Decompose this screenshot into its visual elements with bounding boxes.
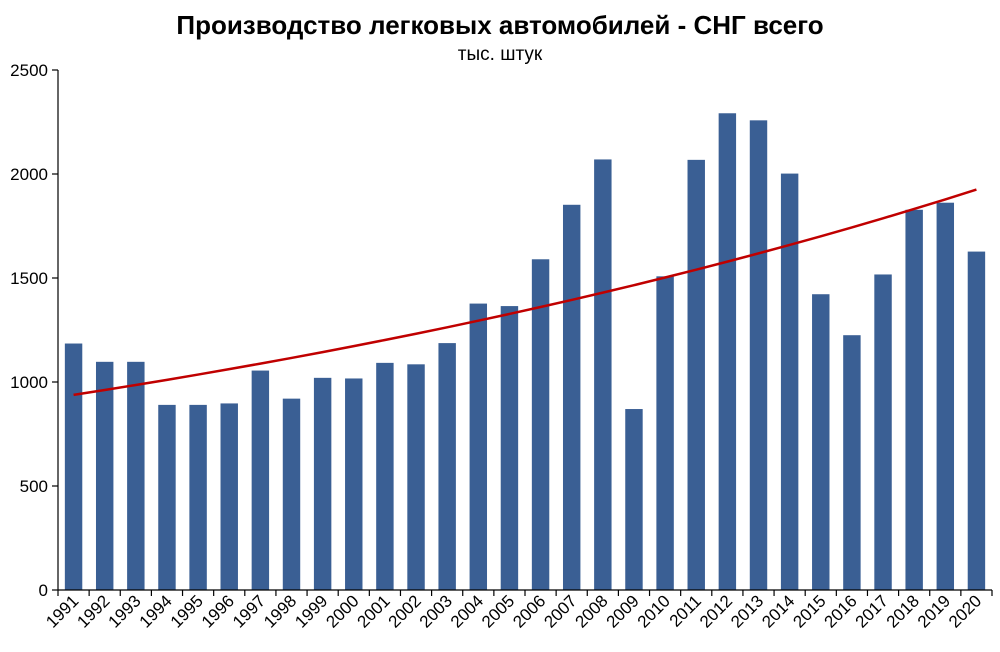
x-tick-label: 1992 (73, 591, 113, 631)
x-tick-label: 2015 (789, 591, 829, 631)
bar-2018 (905, 209, 923, 590)
y-tick-label: 1000 (10, 373, 48, 392)
bar-1997 (251, 370, 270, 590)
x-tick-label: 2001 (354, 591, 394, 631)
x-tick-label: 2010 (634, 591, 674, 631)
x-tick-label: 2020 (945, 591, 985, 631)
bar-2003 (438, 343, 456, 590)
bar-1991 (64, 343, 83, 590)
bar-2007 (562, 204, 581, 590)
x-tick-label: 2019 (914, 591, 954, 631)
x-tick-label: 2017 (852, 591, 892, 631)
bar-2017 (874, 274, 892, 590)
bar-2006 (531, 259, 550, 590)
bar-2015 (812, 294, 830, 590)
x-tick-label: 2016 (821, 591, 861, 631)
bar-2010 (656, 276, 674, 590)
y-tick-label: 2000 (10, 165, 48, 184)
x-tick-label: 2014 (758, 591, 798, 631)
x-tick-label: 2007 (540, 591, 580, 631)
x-tick-label: 2013 (727, 591, 767, 631)
bar-2008 (594, 159, 612, 590)
x-tick-label: 2004 (447, 591, 487, 631)
bar-2000 (345, 378, 363, 590)
y-tick-label: 0 (39, 581, 48, 600)
trendline-group (73, 188, 977, 397)
bar-2013 (749, 120, 768, 590)
bar-2002 (407, 364, 425, 590)
y-tick-labels: 0 500 1000 1500 2000 2500 (10, 61, 48, 600)
x-tick-label: 2008 (571, 591, 611, 631)
bar-1996 (220, 403, 238, 590)
x-tick-label: 2006 (509, 591, 549, 631)
x-tick-label: 1995 (167, 591, 207, 631)
axes-group (52, 69, 993, 596)
x-tick-labels: 1991199219931994199519961997199819992000… (42, 591, 985, 631)
x-tick-label: 1999 (291, 591, 331, 631)
x-tick-label: 1996 (198, 591, 238, 631)
bar-2011 (687, 159, 705, 590)
x-tick-label: 1993 (104, 591, 144, 631)
x-tick-label: 1994 (136, 591, 176, 631)
trendline (73, 188, 977, 397)
bar-2016 (843, 335, 861, 590)
x-tick-label: 2005 (478, 591, 518, 631)
bar-2001 (376, 362, 394, 590)
bar-2012 (718, 113, 737, 590)
bar-2005 (500, 306, 519, 590)
bar-2004 (469, 303, 488, 590)
x-tick-label: 2000 (322, 591, 362, 631)
x-tick-label: 2003 (416, 591, 456, 631)
bar-2009 (625, 409, 643, 590)
x-tick-label: 2002 (385, 591, 425, 631)
bar-2019 (936, 202, 955, 591)
bar-1999 (313, 377, 332, 590)
y-tick-label: 2500 (10, 61, 48, 80)
x-tick-label: 1998 (260, 591, 300, 631)
x-tick-label: 1997 (229, 591, 269, 631)
x-tick-label: 2012 (696, 591, 736, 631)
y-tick-label: 500 (20, 477, 48, 496)
bar-2020 (967, 251, 986, 591)
bar-1998 (282, 398, 301, 590)
x-tick-label: 2011 (666, 591, 705, 630)
x-tick-label: 1991 (42, 591, 82, 631)
bar-1994 (158, 404, 176, 590)
y-tick-label: 1500 (10, 269, 48, 288)
chart-subtitle: тыс. штук (457, 44, 543, 65)
chart-title: Производство легковых автомобилей - СНГ … (176, 10, 824, 40)
bar-2014 (780, 173, 799, 591)
x-tick-label: 2009 (603, 591, 643, 631)
bar-1995 (189, 404, 207, 590)
bars-group (64, 113, 986, 591)
bar-1993 (127, 361, 145, 590)
bar-1992 (95, 361, 114, 590)
x-tick-label: 2018 (883, 591, 923, 631)
